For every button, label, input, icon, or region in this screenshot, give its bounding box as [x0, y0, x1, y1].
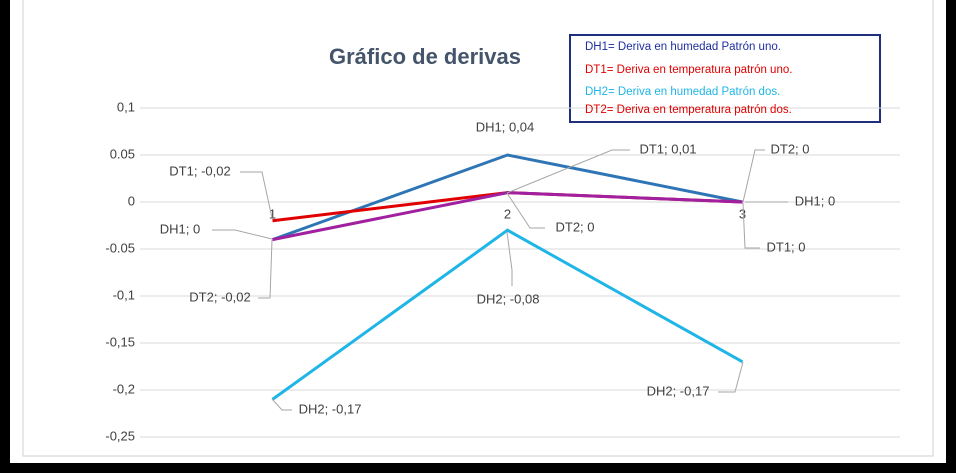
- data-label: DT1; -0,02: [169, 163, 230, 178]
- legend-entry: DT2= Deriva en temperatura patrón dos.: [585, 104, 792, 116]
- data-label: DH2; -0,17: [647, 383, 710, 398]
- x-tick-label: 3: [739, 206, 746, 221]
- data-label: DH2; -0,08: [477, 291, 540, 306]
- data-label: DH1; 0,04: [476, 119, 535, 134]
- data-label: DT2; -0,02: [189, 289, 250, 304]
- leader-line: [506, 192, 545, 229]
- series-line: [271, 228, 744, 401]
- y-tick-label: -0,1: [113, 287, 135, 302]
- y-tick-label: 0,1: [117, 99, 135, 114]
- y-tick-label: -0.05: [105, 240, 135, 255]
- leader-line: [742, 202, 760, 249]
- leader-line: [742, 149, 765, 203]
- legend-entry: DH2= Deriva en humedad Patrón dos.: [585, 86, 780, 98]
- leader-line: [506, 231, 513, 286]
- leader-line: [271, 398, 292, 411]
- y-tick-label: -0,15: [105, 334, 135, 349]
- data-label: DH2; -0,17: [299, 401, 362, 416]
- chart-title: Gráfico de derivas: [329, 44, 521, 69]
- legend: DH1= Deriva en humedad Patrón uno. DT1= D…: [585, 41, 792, 116]
- y-tick-label: -0,25: [105, 428, 135, 443]
- x-tick-label: 1: [269, 206, 276, 221]
- data-label: DT1; 0: [766, 239, 805, 254]
- leader-line: [718, 361, 744, 393]
- leader-line: [258, 239, 273, 299]
- data-label: DH1; 0: [795, 193, 835, 208]
- legend-entry: DT1= Deriva en temperatura patrón uno.: [585, 64, 792, 76]
- leader-line: [212, 229, 273, 240]
- data-label: DH1; 0: [160, 221, 200, 236]
- y-tick-label: 0: [128, 193, 135, 208]
- data-label: DT2; 0: [555, 219, 594, 234]
- leader-line: [240, 171, 273, 219]
- data-label: DT2; 0: [770, 141, 809, 156]
- data-label: DT1; 0,01: [639, 141, 696, 156]
- y-tick-label: -0,2: [113, 381, 135, 396]
- x-tick-label: 2: [504, 206, 511, 221]
- y-tick-label: 0.05: [110, 146, 135, 161]
- leader-line: [506, 149, 630, 194]
- legend-entry: DH1= Deriva en humedad Patrón uno.: [585, 41, 781, 53]
